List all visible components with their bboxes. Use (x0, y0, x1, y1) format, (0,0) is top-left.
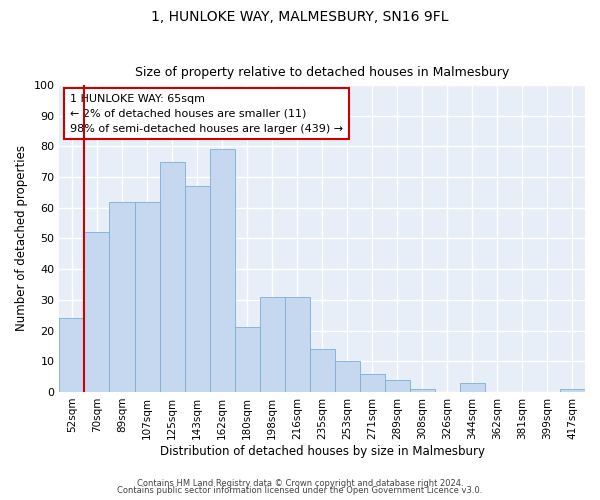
Bar (209, 150, 235, 392)
Title: Size of property relative to detached houses in Malmesbury: Size of property relative to detached ho… (135, 66, 509, 80)
Bar (85, 232, 109, 392)
Text: Contains public sector information licensed under the Open Government Licence v3: Contains public sector information licen… (118, 486, 482, 495)
Bar (235, 328, 260, 392)
Bar (284, 296, 310, 392)
Bar (59, 318, 85, 392)
Bar (385, 380, 410, 392)
Bar (410, 389, 435, 392)
Bar (160, 162, 185, 392)
Bar (185, 186, 209, 392)
Text: Contains HM Land Registry data © Crown copyright and database right 2024.: Contains HM Land Registry data © Crown c… (137, 478, 463, 488)
Text: 1, HUNLOKE WAY, MALMESBURY, SN16 9FL: 1, HUNLOKE WAY, MALMESBURY, SN16 9FL (151, 10, 449, 24)
Bar (335, 361, 360, 392)
X-axis label: Distribution of detached houses by size in Malmesbury: Distribution of detached houses by size … (160, 444, 485, 458)
Bar (134, 202, 160, 392)
Text: 1 HUNLOKE WAY: 65sqm
← 2% of detached houses are smaller (11)
98% of semi-detach: 1 HUNLOKE WAY: 65sqm ← 2% of detached ho… (70, 94, 343, 134)
Y-axis label: Number of detached properties: Number of detached properties (15, 146, 28, 332)
Bar (260, 296, 284, 392)
Bar (560, 389, 585, 392)
Bar (310, 349, 335, 392)
Bar (460, 382, 485, 392)
Bar (360, 374, 385, 392)
Bar (109, 202, 134, 392)
